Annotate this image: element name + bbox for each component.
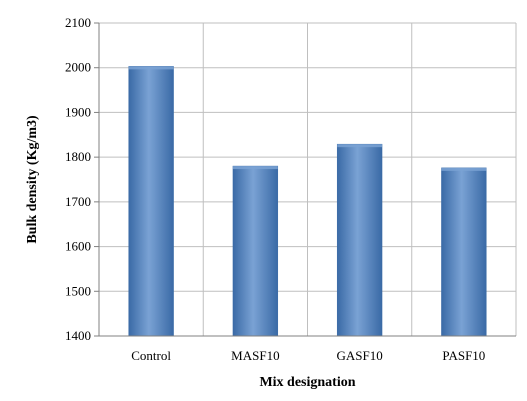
bar-pasf10 bbox=[441, 167, 487, 337]
bar-top-highlight bbox=[337, 144, 383, 148]
y-tick-label: 1700 bbox=[65, 194, 91, 209]
tick-labels: 1400 1500 1600 1700 1800 1900 2000 2100 Control M… bbox=[65, 15, 485, 363]
axes bbox=[94, 22, 516, 337]
y-axis-title: Bulk density (Kg/m3) bbox=[25, 115, 40, 244]
bar-masf10 bbox=[232, 165, 279, 337]
bar-top-highlight bbox=[441, 167, 487, 171]
bar-gasf10 bbox=[336, 143, 383, 337]
bar-top-highlight bbox=[128, 66, 174, 70]
bars bbox=[128, 66, 487, 337]
bar-control bbox=[128, 66, 174, 337]
y-tick-label: 2000 bbox=[65, 60, 91, 75]
y-tick-label: 1600 bbox=[65, 239, 91, 254]
y-tick-label: 1500 bbox=[65, 283, 91, 298]
x-axis-title: Mix designation bbox=[259, 375, 355, 390]
x-tick-label: MASF10 bbox=[231, 348, 279, 363]
x-tick-label: PASF10 bbox=[442, 348, 485, 363]
bar-top-highlight bbox=[232, 166, 278, 170]
x-tick-label: GASF10 bbox=[337, 348, 383, 363]
y-tick-label: 1800 bbox=[65, 149, 91, 164]
y-tick-label: 2100 bbox=[65, 15, 91, 30]
y-tick-label: 1900 bbox=[65, 104, 91, 119]
x-tick-label: Control bbox=[131, 348, 171, 363]
y-tick-label: 1400 bbox=[65, 328, 91, 343]
